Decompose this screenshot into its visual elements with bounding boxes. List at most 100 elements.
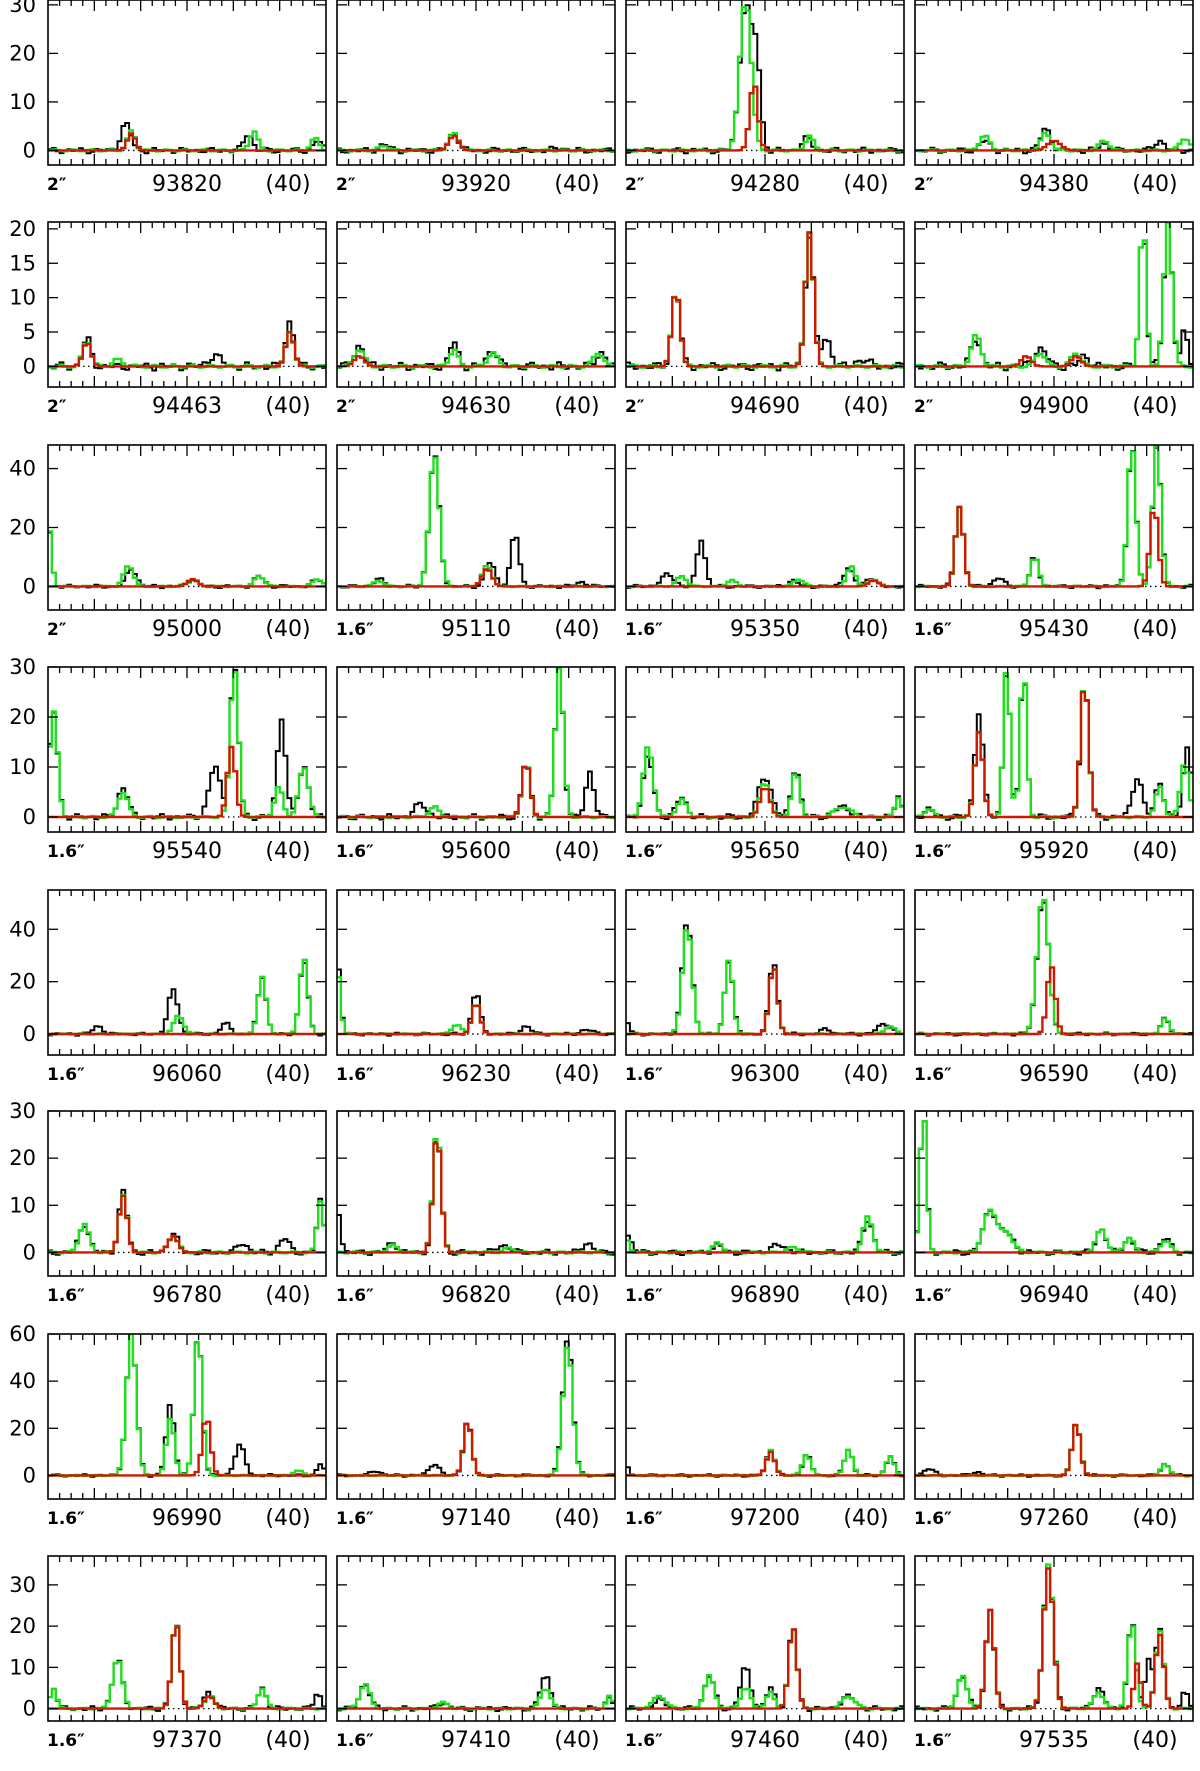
frequency-label: 96780 [152,1283,222,1308]
linewidth-label: (40) [843,617,888,642]
y-tick-label: 10 [9,286,36,310]
spectrum-panel: 1.6″ 97260 (40) [914,1333,1194,1531]
frequency-label: 93820 [152,172,222,197]
spectrum-panel: 0 10 20 30 1.6″ 97370 (40) [9,1555,327,1753]
beam-size-label: 1.6″ [914,1731,952,1751]
observed-spectrum [337,455,615,589]
spectrum-panel: 1.6″ 96590 (40) [914,889,1194,1087]
y-tick-label: 0 [23,1240,36,1264]
model-molecule-spectrum [48,331,326,368]
panel-frame [47,1555,327,1722]
model-total-spectrum [915,1120,1193,1255]
frequency-label: 96820 [441,1283,511,1308]
model-molecule-spectrum [48,1626,326,1710]
spectrum-panel: 2″ 94280 (40) [625,0,905,197]
beam-size-label: 1.6″ [625,842,663,862]
observed-spectrum [626,539,904,589]
y-tick-label: 30 [9,0,36,17]
model-total-spectrum [626,746,904,820]
model-molecule-spectrum [915,1423,1193,1477]
frequency-label: 95650 [730,839,800,864]
model-molecule-spectrum [337,1422,615,1477]
spectrum-panel: 1.6″ 97410 (40) [336,1555,616,1753]
observed-spectrum [48,1624,326,1712]
beam-size-label: 1.6″ [336,620,374,640]
linewidth-label: (40) [843,1283,888,1308]
model-molecule-spectrum [626,231,904,368]
observed-spectrum [915,675,1193,821]
beam-size-label: 1.6″ [336,1509,374,1529]
frequency-label: 97460 [730,1728,800,1753]
frequency-label: 96300 [730,1062,800,1087]
y-tick-label: 40 [9,917,36,941]
model-total-spectrum [337,667,615,820]
model-molecule-spectrum [626,1628,904,1710]
linewidth-label: (40) [554,1062,599,1087]
frequency-label: 97535 [1019,1728,1089,1753]
panel-frame [914,666,1194,833]
beam-size-label: 1.6″ [914,842,952,862]
model-molecule-spectrum [337,1004,615,1036]
model-molecule-spectrum [48,577,326,588]
spectrum-panel: 1.6″ 97535 (40) [914,1555,1194,1753]
spectrum-panel: 1.6″ 96820 (40) [336,1110,616,1308]
spectrum-panel: 1.6″ 95350 (40) [625,444,905,642]
observed-spectrum [337,968,615,1037]
frequency-label: 97200 [730,1506,800,1531]
model-molecule-spectrum [337,1142,615,1254]
panel-frame [336,1555,616,1722]
panel-frame [47,0,327,166]
frequency-label: 94380 [1019,172,1089,197]
frequency-label: 94463 [152,394,222,419]
frequency-label: 95600 [441,839,511,864]
spectrum-panel: 1.6″ 96890 (40) [625,1110,905,1308]
y-tick-label: 30 [9,1099,36,1123]
frequency-label: 97260 [1019,1506,1089,1531]
linewidth-label: (40) [265,394,310,419]
beam-size-label: 2″ [914,397,934,417]
frequency-label: 96940 [1019,1283,1089,1308]
y-tick-label: 0 [23,354,36,378]
panel-frame [625,666,905,833]
y-tick-label: 40 [9,1369,36,1393]
linewidth-label: (40) [1132,394,1177,419]
y-tick-label: 10 [9,90,36,114]
spectrum-panel: 0 10 20 30 1.6″ 95540 (40) [9,655,327,864]
frequency-label: 94900 [1019,394,1089,419]
y-tick-label: 0 [23,138,36,162]
linewidth-label: (40) [265,617,310,642]
model-molecule-spectrum [915,355,1193,368]
frequency-label: 96590 [1019,1062,1089,1087]
linewidth-label: (40) [265,839,310,864]
y-tick-label: 0 [23,574,36,598]
beam-size-label: 2″ [47,620,67,640]
model-molecule-spectrum [915,505,1193,588]
y-tick-label: 0 [23,1022,36,1046]
y-tick-label: 15 [9,251,36,275]
y-tick-label: 5 [23,320,36,344]
beam-size-label: 1.6″ [47,1065,85,1085]
y-tick-label: 20 [9,1416,36,1440]
linewidth-label: (40) [843,172,888,197]
linewidth-label: (40) [1132,1728,1177,1753]
panel-frame [336,0,616,166]
beam-size-label: 1.6″ [914,620,952,640]
y-tick-label: 30 [9,655,36,679]
beam-size-label: 1.6″ [47,842,85,862]
beam-size-label: 2″ [47,175,67,195]
observed-spectrum [915,1423,1193,1478]
panel-frame [336,221,616,388]
model-total-spectrum [337,1346,615,1478]
frequency-label: 93920 [441,172,511,197]
model-total-spectrum [915,1424,1193,1478]
model-total-spectrum [48,530,326,589]
observed-spectrum [337,667,615,821]
spectrum-panel: 2″ 94690 (40) [625,221,905,419]
spectrum-panel: 1.6″ 95600 (40) [336,666,616,864]
beam-size-label: 2″ [625,175,645,195]
y-tick-label: 60 [9,1322,36,1346]
beam-size-label: 1.6″ [625,1286,663,1306]
frequency-label: 94690 [730,394,800,419]
model-molecule-spectrum [48,745,326,819]
